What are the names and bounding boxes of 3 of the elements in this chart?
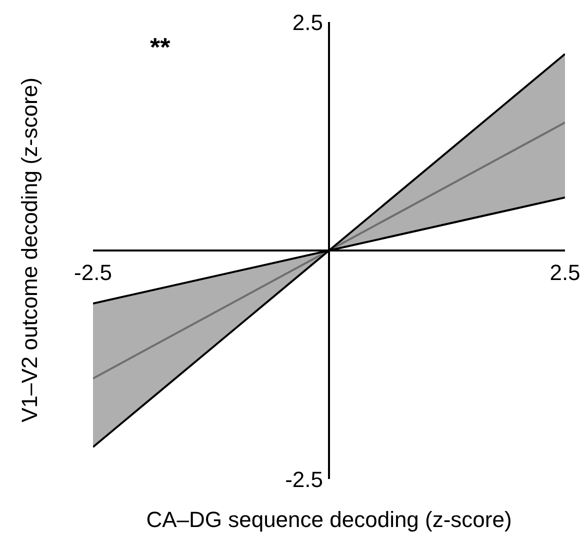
annotation: ** bbox=[150, 32, 170, 63]
y-axis-title: V1–V2 outcome decoding (z-score) bbox=[17, 78, 43, 422]
x-axis-title: CA–DG sequence decoding (z-score) bbox=[146, 507, 512, 533]
